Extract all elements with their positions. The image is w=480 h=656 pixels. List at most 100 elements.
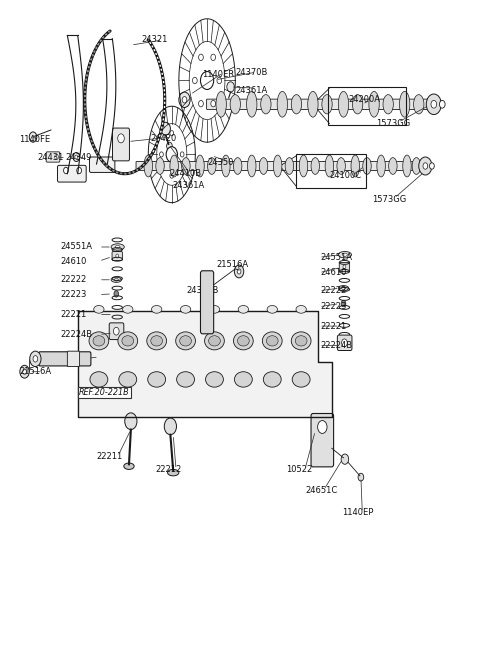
Ellipse shape [264, 372, 281, 387]
Circle shape [161, 122, 170, 135]
Circle shape [426, 94, 441, 115]
Circle shape [423, 163, 428, 169]
FancyBboxPatch shape [112, 251, 122, 260]
Ellipse shape [274, 155, 282, 177]
Ellipse shape [115, 245, 120, 249]
Circle shape [341, 454, 348, 464]
Text: 21516A: 21516A [216, 260, 249, 270]
FancyBboxPatch shape [46, 152, 60, 162]
Text: 22221: 22221 [60, 310, 86, 319]
Text: 24610: 24610 [320, 268, 347, 277]
Ellipse shape [291, 94, 301, 114]
Ellipse shape [114, 279, 118, 281]
Ellipse shape [216, 91, 227, 117]
FancyBboxPatch shape [136, 161, 429, 171]
Ellipse shape [338, 91, 348, 117]
Ellipse shape [148, 372, 166, 387]
Text: 24321: 24321 [141, 35, 168, 45]
Ellipse shape [311, 157, 320, 174]
Ellipse shape [369, 91, 379, 117]
Circle shape [358, 473, 364, 481]
Ellipse shape [222, 155, 230, 177]
Polygon shape [78, 311, 332, 417]
Text: 22211: 22211 [96, 452, 123, 461]
FancyBboxPatch shape [89, 157, 115, 173]
Text: 22222: 22222 [60, 276, 86, 284]
Ellipse shape [383, 94, 393, 114]
Ellipse shape [352, 94, 363, 114]
Text: 24370B: 24370B [235, 68, 268, 77]
Circle shape [170, 131, 174, 136]
Text: 24200A: 24200A [348, 95, 380, 104]
Circle shape [118, 134, 124, 143]
Ellipse shape [209, 306, 220, 313]
Text: 1140ER: 1140ER [203, 70, 235, 79]
Ellipse shape [259, 157, 268, 174]
Circle shape [114, 291, 119, 297]
Circle shape [440, 100, 445, 108]
Ellipse shape [180, 306, 191, 313]
Circle shape [217, 77, 222, 84]
Ellipse shape [338, 285, 348, 291]
Circle shape [33, 356, 38, 362]
Ellipse shape [267, 306, 277, 313]
Text: 22223: 22223 [60, 290, 87, 299]
Text: 24100C: 24100C [329, 171, 361, 180]
Circle shape [179, 92, 190, 108]
Ellipse shape [230, 94, 240, 114]
Circle shape [30, 351, 41, 367]
Text: 22224B: 22224B [60, 330, 93, 339]
FancyBboxPatch shape [337, 335, 352, 350]
Ellipse shape [181, 157, 190, 174]
Ellipse shape [93, 336, 105, 346]
Ellipse shape [299, 155, 308, 177]
Text: 24361A: 24361A [172, 181, 204, 190]
Ellipse shape [89, 332, 109, 350]
Circle shape [113, 327, 119, 335]
Ellipse shape [285, 157, 294, 174]
Circle shape [180, 152, 184, 157]
Text: 22222: 22222 [320, 286, 346, 295]
FancyBboxPatch shape [109, 323, 124, 340]
Ellipse shape [399, 91, 410, 117]
Circle shape [73, 152, 80, 161]
Circle shape [159, 152, 163, 157]
Text: 22221: 22221 [320, 321, 346, 331]
Ellipse shape [291, 332, 311, 350]
Circle shape [164, 418, 177, 435]
Ellipse shape [111, 244, 124, 250]
Ellipse shape [261, 94, 271, 114]
FancyBboxPatch shape [58, 165, 86, 182]
Ellipse shape [295, 336, 307, 346]
Ellipse shape [209, 336, 220, 346]
Ellipse shape [177, 372, 194, 387]
Ellipse shape [266, 336, 278, 346]
Ellipse shape [118, 332, 138, 350]
Ellipse shape [238, 336, 249, 346]
Ellipse shape [233, 332, 253, 350]
Ellipse shape [389, 157, 397, 174]
Ellipse shape [238, 306, 249, 313]
Circle shape [29, 132, 37, 142]
Circle shape [23, 369, 26, 375]
Text: 22212: 22212 [156, 465, 181, 474]
Text: 24350: 24350 [207, 157, 233, 167]
Ellipse shape [296, 306, 306, 313]
Circle shape [318, 420, 327, 434]
Circle shape [192, 77, 197, 84]
Ellipse shape [377, 155, 385, 177]
Text: 10522: 10522 [286, 465, 312, 474]
Ellipse shape [363, 157, 371, 174]
Circle shape [227, 82, 234, 92]
Ellipse shape [151, 336, 163, 346]
Text: 24651C: 24651C [305, 485, 337, 495]
FancyBboxPatch shape [311, 413, 334, 467]
Ellipse shape [111, 277, 121, 282]
Circle shape [63, 167, 68, 174]
Text: 24431: 24431 [38, 153, 64, 162]
Text: 24375B: 24375B [186, 286, 218, 295]
Circle shape [211, 100, 216, 107]
Circle shape [431, 100, 437, 108]
Circle shape [170, 173, 174, 178]
Ellipse shape [233, 157, 242, 174]
